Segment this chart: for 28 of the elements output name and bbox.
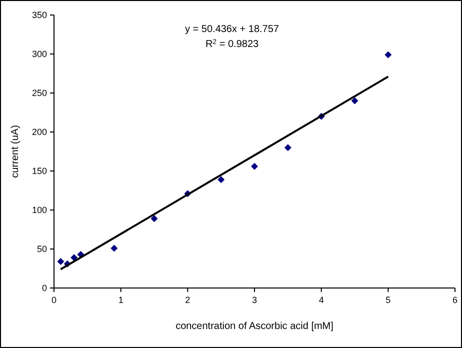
y-tick-label: 350 <box>32 10 47 20</box>
y-tick-label: 0 <box>42 283 47 294</box>
point <box>351 97 358 104</box>
point <box>110 244 118 252</box>
y-tick-label: 50 <box>36 244 47 254</box>
y-tick-label: 300 <box>32 49 47 60</box>
x-tick-label: 1 <box>118 295 124 305</box>
y-tick-label: 150 <box>32 166 47 176</box>
point <box>218 176 225 184</box>
y-axis-title: current (uA) <box>10 125 21 178</box>
point <box>384 51 392 58</box>
x-tick-label: 4 <box>318 295 324 305</box>
x-tick-label: 2 <box>185 295 190 305</box>
x-axis-title: concentration of Ascorbic acid [mM] <box>176 321 334 332</box>
x-tick-label: 6 <box>452 295 458 305</box>
point <box>251 162 258 170</box>
point <box>284 144 292 152</box>
annotation: R$^{2}$ = 0.9823 <box>205 38 259 50</box>
point <box>57 258 64 265</box>
x-tick-label: 3 <box>252 295 258 305</box>
y-tick-label: 250 <box>32 88 47 98</box>
annotation: y = 50.436x + 18.757 <box>185 24 280 35</box>
y-tick-label: 200 <box>32 127 47 138</box>
point <box>70 254 78 262</box>
point <box>150 215 158 222</box>
x-tick-label: 5 <box>386 295 391 305</box>
y-tick-label: 100 <box>32 205 47 216</box>
x-tick-label: 0 <box>51 295 57 305</box>
